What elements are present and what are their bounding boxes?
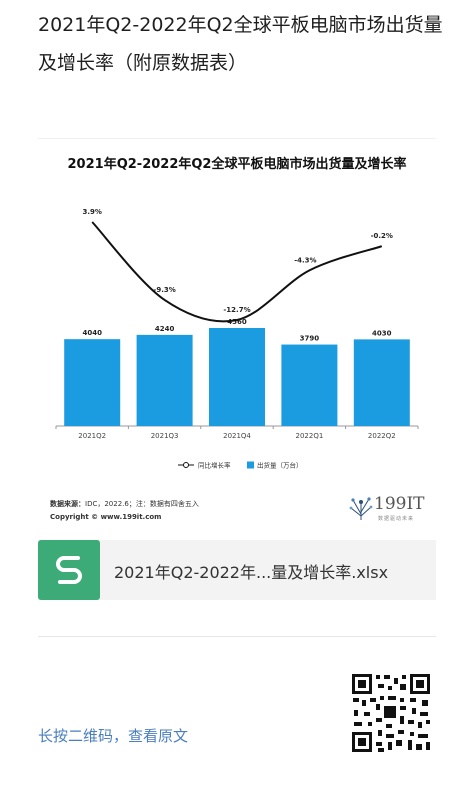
divider [38,636,436,637]
attachment-filename[interactable]: 2021年Q2-2022年...量及增长率.xlsx [114,563,389,582]
legend-bar-swatch [247,461,254,469]
line-value-label: -0.2% [371,232,393,240]
bar [353,339,410,426]
attachment-card[interactable]: 2021年Q2-2022年...量及增长率.xlsx [38,540,436,600]
article-title: 2021年Q2-2022年Q2全球平板电脑市场出货量及增长率（附原数据表） [38,14,443,74]
legend-line-label: 同比增长率 [198,461,231,470]
bar-value-label: 4040 [82,329,102,337]
chart-title: 2021年Q2-2022年Q2全球平板电脑市场出货量及增长率 [67,157,407,172]
bar-value-label: 3790 [300,335,320,343]
logo-subtitle: 数据驱动未来 [378,516,415,522]
brand-logo: 199IT 数据驱动未来 [348,494,433,524]
longpress-hint: 长按二维码，查看原文 [38,727,189,745]
legend-bar-label: 出货量（万台） [257,461,303,470]
line-value-label: -12.7% [223,306,250,314]
bar [136,334,193,426]
chart-card: 2021年Q2-2022年Q2全球平板电脑市场出货量及增长率 4040 2021Q… [38,138,436,527]
x-tick-label: 2022Q1 [296,432,324,440]
source-text: IDC，2022.6；注：数据有四舍五入 [85,500,199,508]
source-line: 数据来源：IDC，2022.6；注：数据有四舍五入 [50,499,199,509]
x-tick-label: 2021Q4 [223,432,251,440]
line-value-label: 3.9% [82,208,101,216]
legend-line-marker [183,462,189,468]
spreadsheet-icon [38,540,100,600]
qr-code[interactable] [350,672,432,754]
bar [209,328,265,426]
copyright: Copyright © www.199it.com [50,513,162,521]
line-value-label: -4.3% [294,256,316,264]
chart-svg: 4040 2021Q2 4240 2021Q3 4560 2021Q4 3790 2022Q1… [55,208,419,470]
bar-value-label: 4560 [227,318,247,326]
x-tick-label: 2022Q2 [368,432,396,440]
x-tick-label: 2021Q2 [78,432,106,440]
bar [281,344,338,426]
line-value-label: -9.3% [153,286,175,294]
logo-icon [349,497,373,520]
source-label: 数据来源： [50,500,85,508]
bar [64,339,121,426]
logo-text: 199IT [374,494,425,514]
x-tick-label: 2021Q3 [151,432,179,440]
bar-value-label: 4030 [372,329,392,337]
bar-value-label: 4240 [155,325,175,333]
